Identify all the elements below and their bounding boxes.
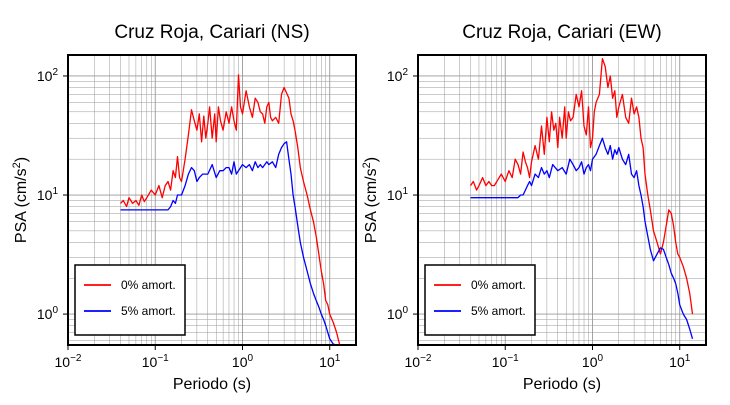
chart-title: Cruz Roja, Cariari (EW) [462,22,662,43]
x-tick-exponent: −2 [70,353,82,364]
plot-frame [67,54,357,346]
y-tick-exponent: 0 [52,305,58,316]
y-tick-label: 101 [387,186,409,203]
y-tick-exponent: 0 [402,305,408,316]
y-axis-label: PSA (cm/s2) [11,157,30,243]
chart-panel-1: Cruz Roja, Cariari (NS)10−2 10−1 100 101100… [11,22,357,393]
y-tick-base: 10 [387,306,403,322]
legend-label: 0% amort. [121,278,176,292]
y-tick-label: 100 [37,305,59,322]
x-tick-label: 10−1 [142,353,169,370]
y-tick-exponent: 2 [52,67,58,78]
legend-label: 0% amort. [471,278,526,292]
y-axis-label-main: PSA (cm/s [363,168,380,243]
y-tick-label: 102 [387,67,409,84]
y-axis-label: PSA (cm/s2) [361,157,380,243]
y-axis-label-end: ) [363,157,380,162]
x-tick-label: 100 [582,353,604,370]
x-axis-label: Periodo (s) [523,376,601,393]
y-tick-label: 102 [37,67,59,84]
y-axis-label-superscript: 2 [361,162,373,168]
x-tick-exponent: 1 [685,353,691,364]
x-tick-exponent: −1 [157,353,169,364]
x-tick-exponent: −1 [507,353,519,364]
y-axis-label-main: PSA (cm/s [13,168,30,243]
y-tick-exponent: 2 [402,67,408,78]
x-axis-label: Periodo (s) [173,376,251,393]
x-tick-base: 10 [232,354,248,370]
legend-label: 5% amort. [471,304,526,318]
x-tick-base: 10 [142,354,158,370]
x-tick-exponent: 0 [597,353,603,364]
y-tick-base: 10 [37,68,53,84]
x-tick-label: 101 [319,353,341,370]
chart-panel-2: Cruz Roja, Cariari (EW)10−2 10−1 100 101100… [361,22,707,393]
legend-box [424,264,536,336]
x-tick-exponent: 1 [335,353,341,364]
x-tick-exponent: 0 [247,353,253,364]
series-line-five-damping [120,141,337,346]
x-tick-label: 10−2 [405,353,432,370]
x-tick-base: 10 [405,354,421,370]
y-tick-base: 10 [37,187,53,203]
y-tick-label: 101 [37,186,59,203]
series-line-five-damping [470,137,694,339]
legend: 0% amort. 5% amort. [74,264,186,336]
x-tick-base: 10 [669,354,685,370]
y-tick-base: 10 [387,187,403,203]
y-tick-exponent: 1 [402,186,408,197]
x-tick-label: 100 [232,353,254,370]
x-tick-base: 10 [55,354,71,370]
legend-box [74,264,186,336]
x-tick-label: 101 [669,353,691,370]
x-tick-base: 10 [319,354,335,370]
y-tick-base: 10 [387,68,403,84]
x-tick-label: 10−2 [55,353,82,370]
grid [67,55,357,345]
x-tick-base: 10 [582,354,598,370]
plot-frame [417,54,707,346]
y-tick-exponent: 1 [52,186,58,197]
legend-label: 5% amort. [121,304,176,318]
x-tick-exponent: −2 [420,353,432,364]
legend: 0% amort. 5% amort. [424,264,536,336]
x-tick-base: 10 [492,354,508,370]
series-line-zero-damping [469,57,694,315]
chart-title: Cruz Roja, Cariari (NS) [114,22,309,43]
x-tick-label: 10−1 [492,353,519,370]
y-tick-label: 100 [387,305,409,322]
series-line-zero-damping [120,74,341,346]
y-axis-label-end: ) [13,157,30,162]
y-axis-label-superscript: 2 [11,162,23,168]
y-tick-base: 10 [37,306,53,322]
